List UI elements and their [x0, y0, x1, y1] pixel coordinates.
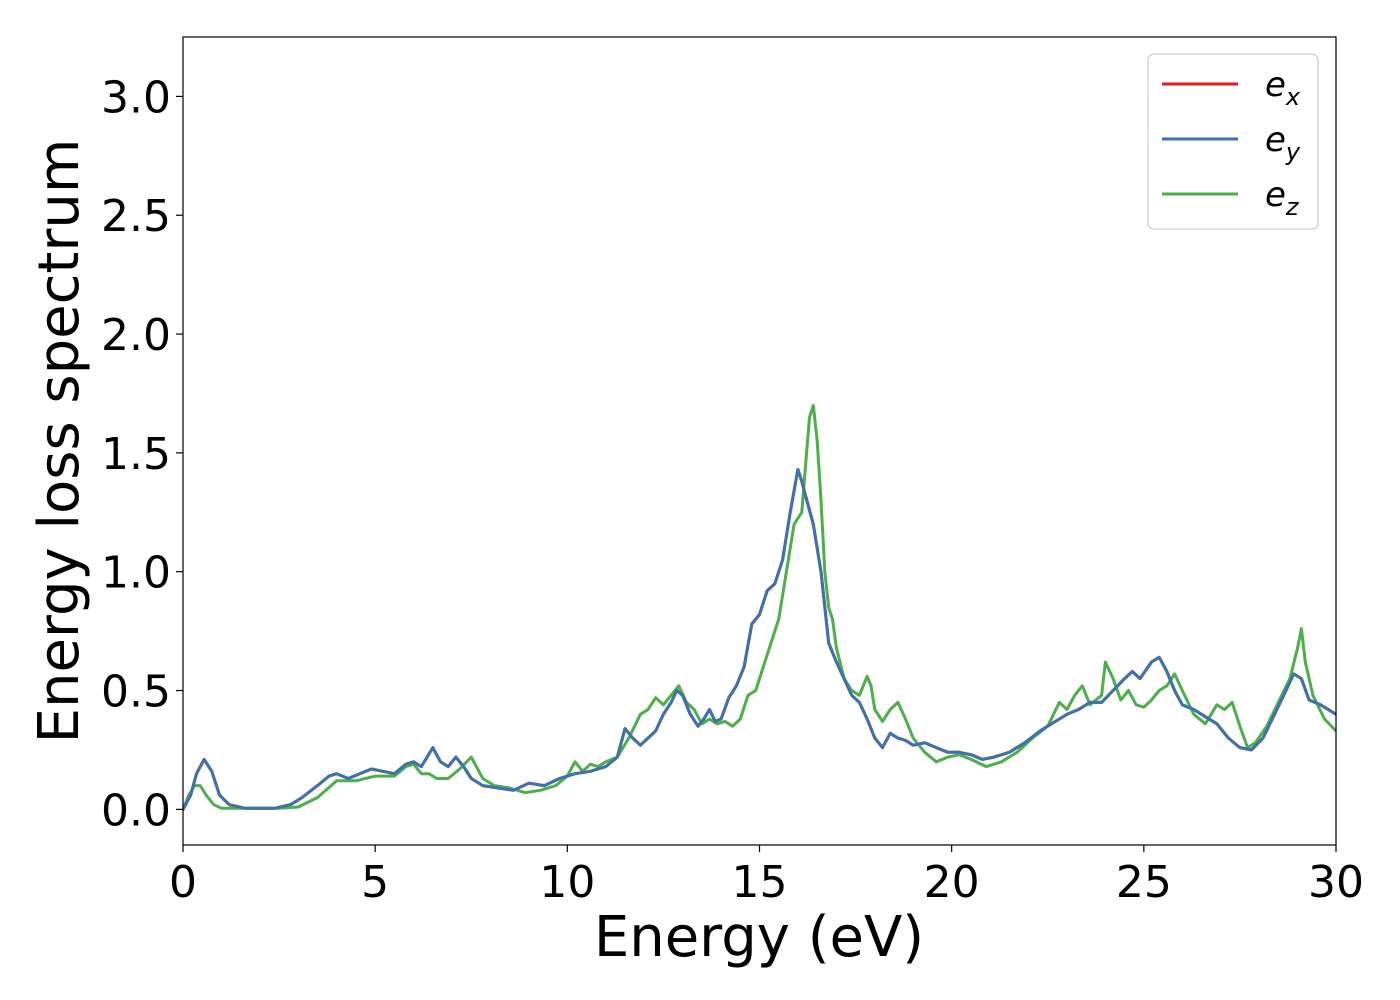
x-axis-title: Energy (eV)	[594, 905, 924, 970]
x-tick-label: 25	[1116, 857, 1172, 908]
x-axis: 0 5 10 15 20 25 30	[169, 845, 1364, 908]
y-tick-label: 0.5	[101, 667, 171, 718]
x-tick-label: 5	[361, 857, 389, 908]
x-tick-label: 20	[924, 857, 980, 908]
y-tick-label: 2.5	[101, 191, 171, 242]
y-axis: 0.0 0.5 1.0 1.5 2.0 2.5 3.0	[101, 72, 183, 836]
legend-label-ey: ey	[1265, 120, 1301, 166]
y-tick-label: 0.0	[101, 785, 171, 836]
series-line-ez	[183, 403, 1336, 811]
x-tick-label: 0	[169, 857, 197, 908]
x-tick-label: 30	[1308, 857, 1364, 908]
y-tick-label: 1.0	[101, 548, 171, 599]
series-line-ey	[183, 468, 1336, 811]
x-tick-label: 15	[732, 857, 788, 908]
series-layer	[183, 403, 1336, 811]
legend-label-ez: ez	[1265, 175, 1300, 221]
y-tick-label: 1.5	[101, 429, 171, 480]
x-tick-label: 10	[539, 857, 595, 908]
y-axis-title: Energy loss spectrum	[27, 139, 92, 744]
legend-box	[1147, 53, 1319, 230]
y-tick-label: 3.0	[101, 72, 171, 123]
y-tick-label: 2.0	[101, 310, 171, 361]
legend-label-ex: ex	[1265, 65, 1301, 111]
legend: ex ey ez	[1147, 53, 1319, 230]
